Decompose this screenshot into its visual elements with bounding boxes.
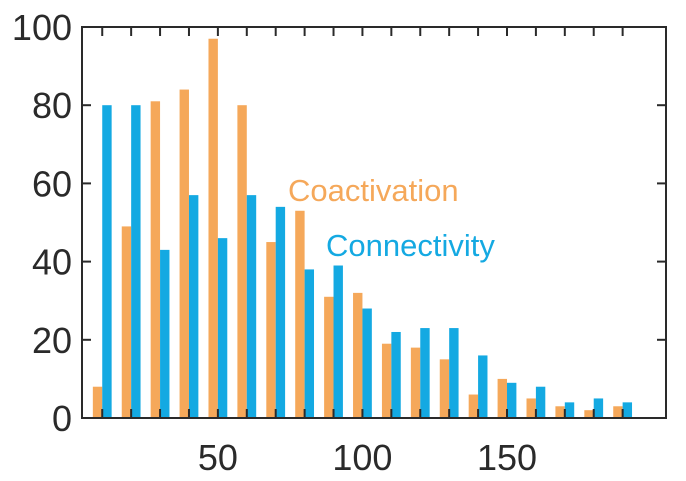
bar-connectivity-90 [333,265,343,418]
bar-connectivity-40 [188,195,199,418]
legend-connectivity: Connectivity [326,228,495,263]
tick-labels-layer: 0 20 40 60 80 100 50 100 150 [12,7,537,478]
bar-coactivation-20 [121,226,132,418]
bar-coactivation-160 [526,398,536,418]
bar-coactivation-120 [410,347,421,418]
bar-coactivation-60 [237,105,247,418]
bar-connectivity-130 [449,328,459,418]
bar-coactivation-180 [584,410,594,418]
y-tick-label-0: 0 [52,398,72,439]
bar-connectivity-180 [593,398,604,418]
y-tick-label-20: 20 [32,320,72,361]
ticks-layer [82,27,666,418]
bar-connectivity-140 [478,355,488,418]
bar-connectivity-20 [131,105,141,418]
bar-coactivation-10 [92,386,103,418]
bar-coactivation-100 [353,292,363,418]
bar-coactivation-190 [613,406,623,418]
bars-layer [92,38,633,418]
bar-coactivation-80 [295,210,305,418]
bar-connectivity-80 [304,269,315,418]
bar-connectivity-170 [564,402,575,418]
bar-coactivation-110 [381,343,392,418]
y-tick-label-100: 100 [12,7,72,48]
bar-coactivation-130 [439,359,450,418]
bar-connectivity-150 [506,382,517,418]
bar-connectivity-50 [217,238,228,418]
bar-coactivation-70 [266,242,276,418]
x-tick-label-50: 50 [198,437,238,478]
legend-coactivation: Coactivation [288,173,459,208]
bar-connectivity-190 [622,402,633,418]
bar-connectivity-70 [275,206,286,418]
y-tick-label-80: 80 [32,85,72,126]
legend: Coactivation Connectivity [288,173,495,263]
bar-coactivation-170 [555,406,565,418]
bar-connectivity-110 [391,331,401,418]
y-tick-label-40: 40 [32,242,72,283]
bar-connectivity-120 [420,328,430,418]
x-tick-label-100: 100 [332,437,392,478]
bar-coactivation-150 [497,378,507,418]
plot-frame [81,26,667,419]
bar-coactivation-140 [468,394,479,418]
bar-coactivation-40 [179,89,189,418]
y-tick-label-60: 60 [32,163,72,204]
x-tick-label-150: 150 [477,437,537,478]
bar-connectivity-10 [102,105,112,418]
bar-coactivation-30 [150,101,161,418]
bar-connectivity-160 [535,386,546,418]
bar-connectivity-30 [160,249,170,418]
bar-coactivation-90 [324,296,334,418]
bar-connectivity-100 [362,308,372,418]
bar-connectivity-60 [246,195,257,418]
bar-coactivation-50 [208,38,218,418]
